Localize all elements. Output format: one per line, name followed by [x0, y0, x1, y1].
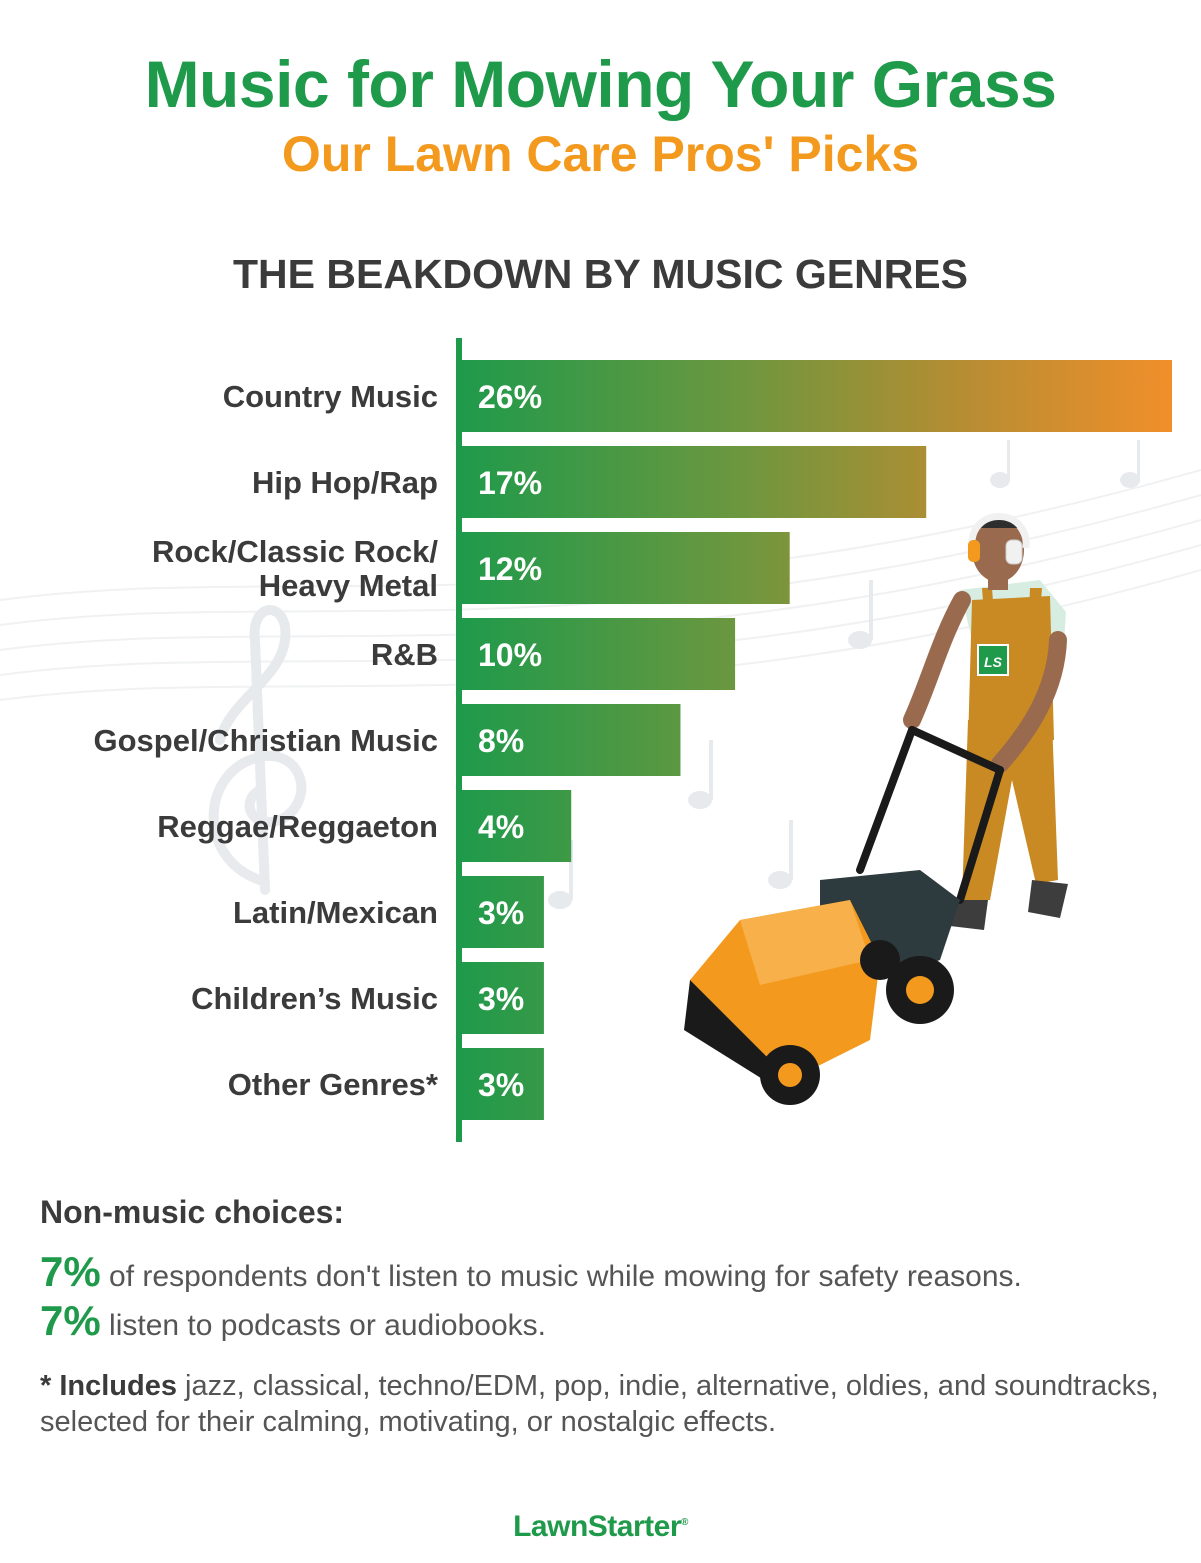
value-label-5: 4% — [478, 809, 524, 845]
category-label-3: R&B — [371, 637, 438, 672]
category-label-line: Gospel/Christian Music — [93, 723, 438, 758]
category-label-0: Country Music — [223, 379, 438, 414]
category-label-1: Hip Hop/Rap — [252, 465, 438, 500]
brand-name: LawnStarter — [513, 1510, 681, 1543]
value-label-7: 3% — [478, 981, 524, 1017]
value-label-4: 8% — [478, 723, 524, 759]
music-note-icon — [548, 440, 1140, 909]
brand-logo: LawnStarter® — [0, 1510, 1201, 1544]
stat-podcasts-value: 7% — [40, 1297, 101, 1344]
bar-3 — [462, 618, 736, 690]
lawn-mower-worker-illustration: LS — [684, 513, 1068, 1105]
stat-safety-value: 7% — [40, 1248, 101, 1295]
bar-7 — [462, 962, 544, 1034]
category-label-7: Children’s Music — [191, 981, 438, 1016]
treble-clef-icon — [208, 605, 307, 895]
category-label-4: Gospel/Christian Music — [93, 723, 438, 758]
footnote-strong: * Includes — [40, 1370, 177, 1402]
value-label-3: 10% — [478, 637, 542, 673]
stat-safety: 7% of respondents don't listen to music … — [40, 1250, 1180, 1299]
genre-bar-chart: Country Music Hip Hop/Rap Rock/Classic Roc… — [0, 338, 1201, 1142]
value-label-8: 3% — [478, 1067, 524, 1103]
section-heading: THE BEAKDOWN BY MUSIC GENRES — [232, 251, 969, 297]
category-label-8: Other Genres* — [228, 1067, 439, 1102]
brand-mark: ® — [681, 1517, 688, 1528]
bar-4 — [462, 704, 681, 776]
chart-axis — [456, 338, 462, 1142]
stat-podcasts: 7% listen to podcasts or audiobooks. — [40, 1299, 1180, 1348]
bar-1 — [462, 446, 927, 518]
category-label-line: Reggae/Reggaeton — [157, 809, 438, 844]
footnote-text: jazz, classical, techno/EDM, pop, indie,… — [40, 1370, 1159, 1438]
footnote: * Includes jazz, classical, techno/EDM, … — [40, 1368, 1180, 1440]
category-label-2: Rock/Classic Rock/Heavy Metal — [152, 534, 438, 603]
category-label-line: Other Genres* — [228, 1067, 439, 1102]
page-title: Music for Mowing Your Grass — [144, 47, 1057, 121]
bar-0 — [462, 360, 1172, 432]
stat-safety-text: of respondents don't listen to music whi… — [100, 1260, 1022, 1293]
value-label-0: 26% — [478, 379, 542, 415]
value-label-1: 17% — [478, 465, 542, 501]
category-label-line: Latin/Mexican — [233, 895, 438, 930]
category-label-5: Reggae/Reggaeton — [157, 809, 438, 844]
category-label-line: Children’s Music — [191, 981, 438, 1016]
category-label-6: Latin/Mexican — [233, 895, 438, 930]
stat-podcasts-text: listen to podcasts or audiobooks. — [100, 1309, 546, 1342]
value-label-2: 12% — [478, 551, 542, 587]
bar-5 — [462, 790, 572, 862]
category-label-line: Heavy Metal — [259, 568, 438, 603]
category-label-line: Country Music — [223, 379, 438, 414]
category-label-line: Rock/Classic Rock/ — [152, 534, 438, 569]
overalls-badge: LS — [984, 654, 1003, 670]
notes-heading: Non-music choices: — [40, 1194, 345, 1230]
page-subtitle: Our Lawn Care Pros' Picks — [281, 126, 920, 182]
bar-6 — [462, 876, 544, 948]
category-label-line: R&B — [371, 637, 438, 672]
bar-2 — [462, 532, 790, 604]
notes-section: Non-music choices: 7% of respondents don… — [40, 1192, 1180, 1440]
bar-8 — [462, 1048, 544, 1120]
headphones-icon — [968, 513, 1030, 549]
value-label-6: 3% — [478, 895, 524, 931]
category-label-line: Hip Hop/Rap — [252, 465, 438, 500]
